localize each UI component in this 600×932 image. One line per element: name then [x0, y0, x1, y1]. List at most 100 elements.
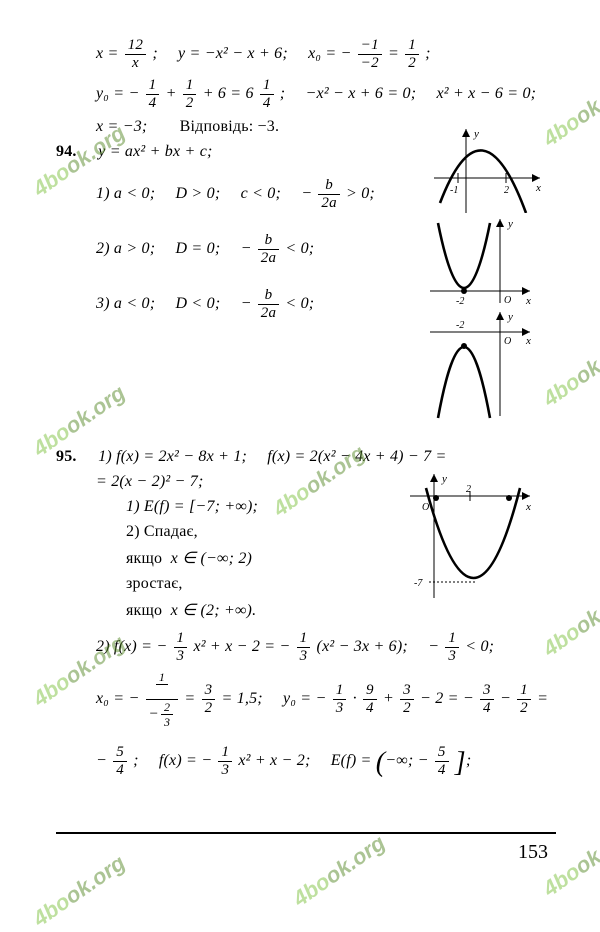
fraction: 13	[218, 745, 232, 778]
fraction: 12x	[125, 38, 146, 71]
math-text: ;	[280, 85, 286, 102]
math-text: x = −3;	[96, 118, 147, 135]
math-text: y = ax² + bx + c;	[98, 143, 212, 160]
math-text: − 2 = −	[420, 690, 474, 707]
math-text: −	[241, 295, 252, 312]
svg-text:-1: -1	[450, 185, 458, 196]
math-text: D < 0;	[175, 295, 220, 312]
fraction: 32	[400, 683, 414, 716]
fraction: −1−2	[358, 38, 382, 71]
fraction: 12	[405, 38, 419, 71]
intro-line-1: x = 12x ; y = −x² − x + 6; x₀ = − −1−2 =…	[56, 38, 556, 71]
math-text: y = −x² − x + 6;	[178, 45, 288, 62]
math-text: 2) f(x) = −	[96, 638, 167, 655]
math-text: 1) a < 0;	[96, 185, 155, 202]
math-text: =	[184, 690, 199, 707]
math-text: x₀ = −	[96, 690, 139, 707]
graph-downward-parabola-roots: -1 2 x y	[426, 123, 546, 223]
math-text: y₀ = −	[96, 85, 139, 102]
svg-text:y: y	[473, 128, 479, 140]
math-text: ;	[425, 45, 431, 62]
fraction: 54	[113, 745, 127, 778]
svg-text:-2: -2	[456, 320, 464, 331]
math-text: = 1,5;	[222, 690, 263, 707]
p95-part2-line3: − 54 ; f(x) = − 13 x² + x − 2; E(f) = (−…	[56, 745, 556, 779]
math-text: x² + x − 2 = −	[193, 638, 290, 655]
fraction: 14	[260, 78, 274, 111]
answer-label: Відповідь: −3.	[180, 118, 280, 135]
math-text: ;	[152, 45, 158, 62]
fraction: 13	[174, 631, 188, 664]
math-text: c < 0;	[241, 185, 281, 202]
fraction: 34	[480, 683, 494, 716]
fraction: 13	[445, 631, 459, 664]
math-text: −	[428, 638, 439, 655]
intro-line-2: y₀ = − 14 + 12 + 6 = 6 14 ; −x² − x + 6 …	[56, 78, 556, 111]
math-text: =	[388, 45, 403, 62]
math-text: < 0;	[465, 638, 494, 655]
math-text: < 0;	[285, 240, 314, 257]
fraction: 1 −23	[146, 671, 179, 728]
svg-text:2: 2	[504, 185, 509, 196]
math-text: ·	[353, 690, 361, 707]
math-text: = 2(x − 2)² − 7;	[96, 473, 203, 490]
svg-text:O: O	[504, 336, 511, 347]
math-text: x² + x − 6 = 0;	[436, 85, 536, 102]
fraction: 94	[363, 683, 377, 716]
svg-text:-7: -7	[414, 578, 423, 589]
problem-95-line-1: 95. 1) f(x) = 2x² − 8x + 1; f(x) = 2(x² …	[56, 448, 556, 466]
svg-text:O: O	[504, 295, 511, 306]
text: 2) Спадає,	[126, 523, 198, 540]
math-text: 1) f(x) = 2x² − 8x + 1;	[98, 448, 247, 465]
math-text: D = 0;	[175, 240, 220, 257]
page-number: 153	[518, 841, 548, 864]
footer-rule	[56, 832, 556, 834]
math-text: −	[241, 240, 252, 257]
math-text: f(x) = −	[159, 752, 212, 769]
graph-upward-parabola-min7: O 2 -7 x y	[406, 468, 536, 603]
fraction: 13	[333, 683, 347, 716]
math-text: < 0;	[285, 295, 314, 312]
p95-part2-line1: 2) f(x) = − 13 x² + x − 2 = − 13 (x² − 3…	[56, 631, 556, 664]
p95-part2-line2: x₀ = − 1 −23 = 32 = 1,5; y₀ = − 13 · 94 …	[56, 671, 556, 728]
watermark: 4book.org	[288, 830, 390, 912]
svg-text:O: O	[422, 502, 429, 513]
math-text: 1) E(f) = [−7; +∞);	[126, 498, 258, 515]
math-text: 3) a < 0;	[96, 295, 155, 312]
math-text: ;	[133, 752, 139, 769]
problem-number: 94.	[56, 143, 94, 161]
math-text: x ∈ (−∞; 2)	[171, 550, 252, 567]
svg-text:x: x	[535, 182, 541, 194]
fraction: 32	[202, 683, 216, 716]
fraction: 13	[297, 631, 311, 664]
math-text: x ∈ (2; +∞).	[171, 602, 257, 619]
svg-text:y: y	[507, 311, 513, 323]
math-text: =	[537, 690, 548, 707]
math-text: + 6 = 6	[203, 85, 254, 102]
fraction: 14	[146, 78, 160, 111]
svg-text:x: x	[525, 501, 531, 513]
fraction: b2a	[318, 178, 339, 211]
math-text: D > 0;	[175, 185, 220, 202]
math-text: +	[166, 85, 181, 102]
math-text: −	[96, 752, 107, 769]
math-text: x₀ = −	[308, 45, 351, 62]
math-text: −x² − x + 6 = 0;	[306, 85, 417, 102]
svg-text:y: y	[507, 218, 513, 230]
fraction: 12	[183, 78, 197, 111]
fraction: 54	[435, 745, 449, 778]
math-text: x² + x − 2;	[238, 752, 310, 769]
math-text: 2) a > 0;	[96, 240, 155, 257]
math-text: −	[301, 185, 312, 202]
graph-upward-parabola-tangent: -2 O x y	[426, 213, 536, 308]
svg-text:x: x	[525, 335, 531, 347]
fraction: b2a	[258, 288, 279, 321]
math-text: +	[383, 690, 398, 707]
math-text: (x² − 3x + 6);	[317, 638, 408, 655]
svg-text:y: y	[441, 473, 447, 485]
math-text: f(x) = 2(x² − 4x + 4) − 7 =	[267, 448, 446, 465]
page-content: 4book.org 4book.org 4book.org 4book.org …	[56, 38, 556, 876]
watermark: 4book.org	[28, 850, 130, 932]
math-text: > 0;	[346, 185, 375, 202]
math-text: y₀ = −	[283, 690, 326, 707]
